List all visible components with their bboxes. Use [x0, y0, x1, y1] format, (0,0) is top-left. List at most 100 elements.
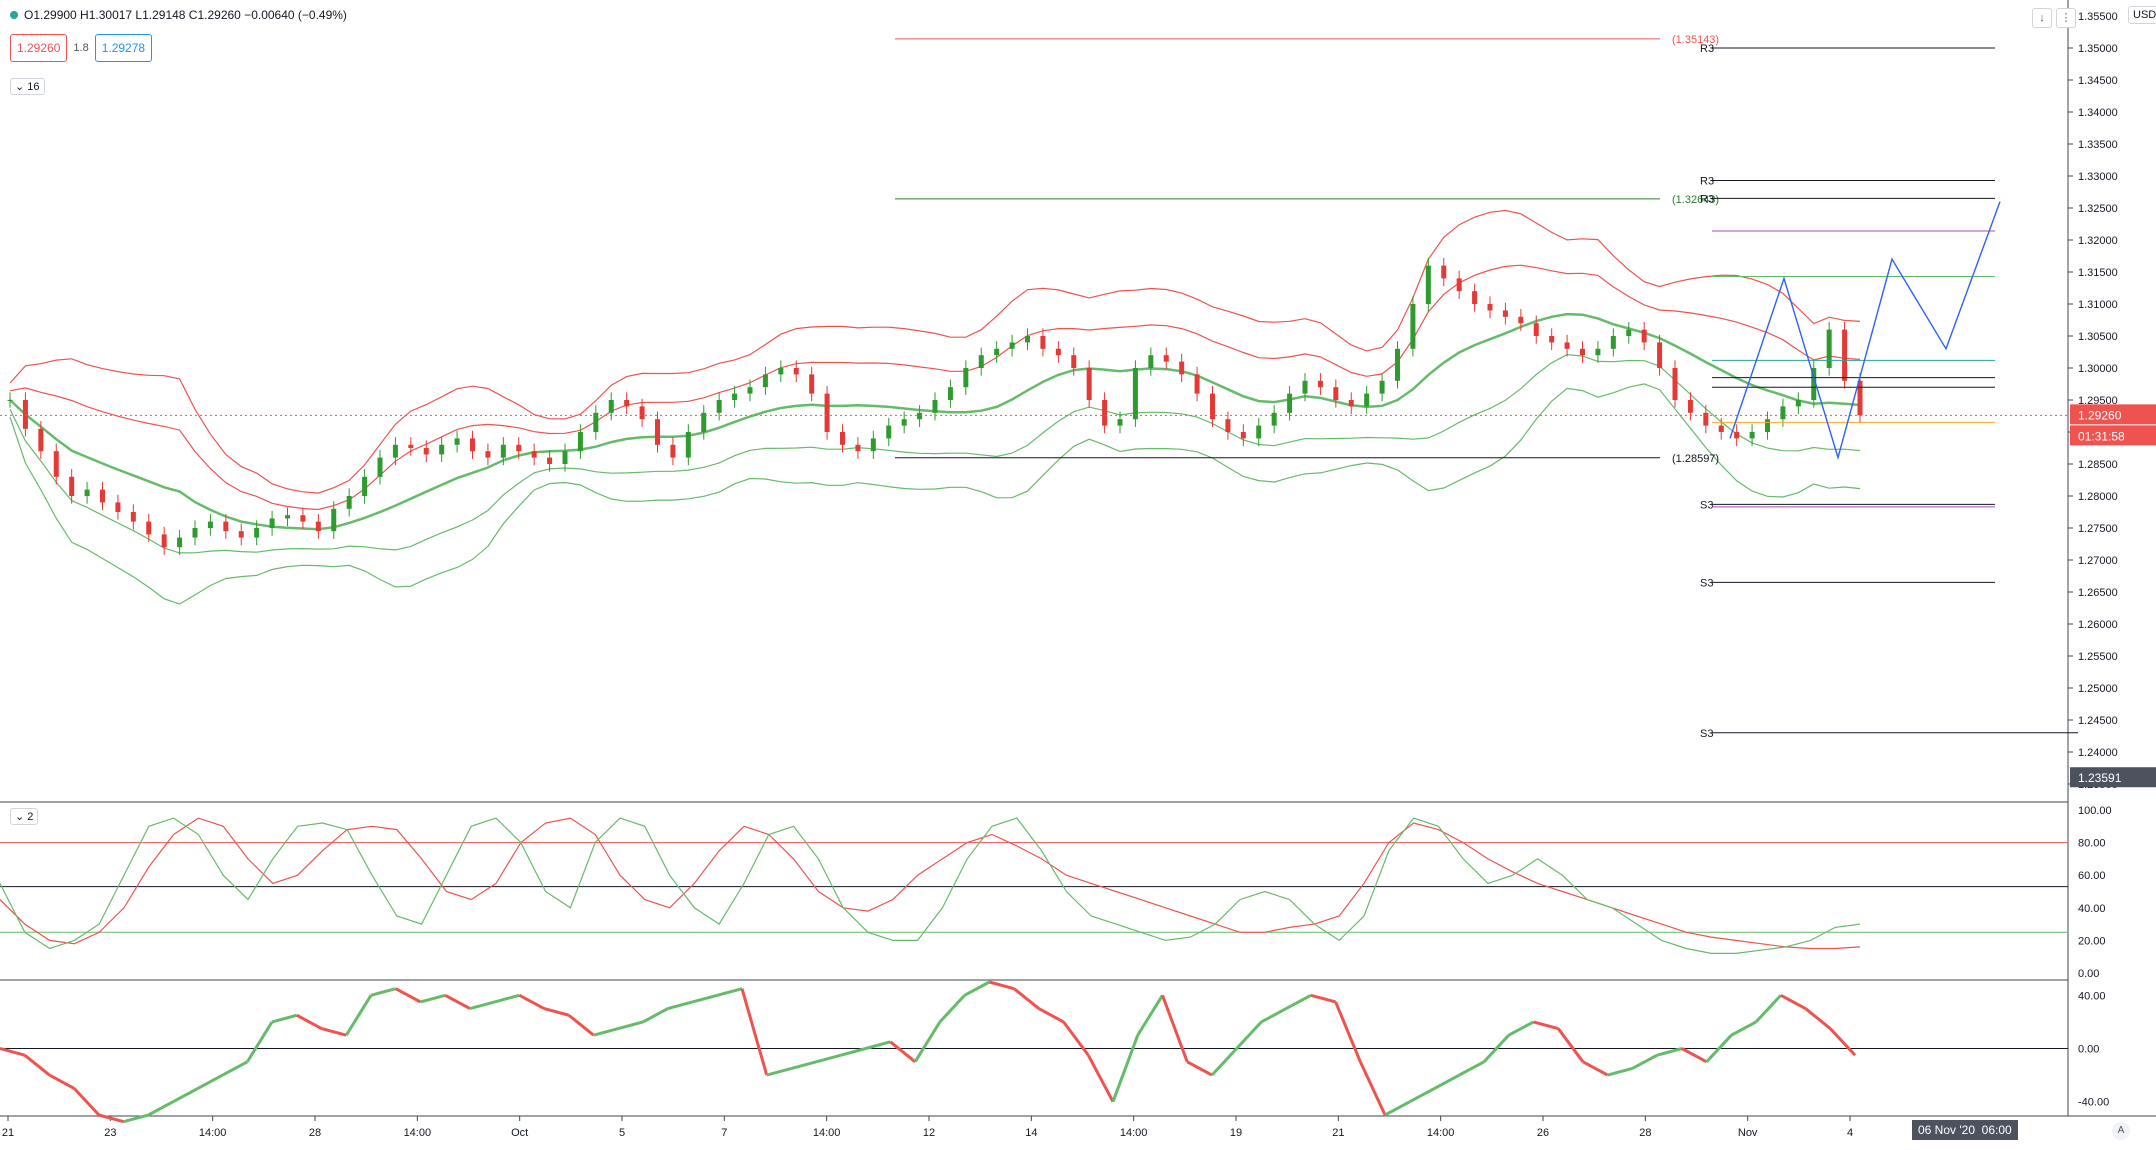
time-tick-label: 14 [1025, 1127, 1037, 1139]
mom-segment [1038, 1007, 1065, 1024]
candle-body [1518, 316, 1524, 324]
candle-body [1595, 348, 1601, 356]
osc-tick-label: 20.00 [2078, 935, 2106, 947]
time-tick-label: 14:00 [1120, 1127, 1148, 1139]
candle-body [1225, 419, 1231, 432]
countdown-text: 01:31:58 [2078, 429, 2125, 443]
candle-body [624, 400, 630, 407]
candle-body [994, 348, 1000, 356]
time-tick-label: 21 [1332, 1127, 1344, 1139]
candle-body [84, 489, 90, 496]
candle-body [824, 393, 830, 432]
mom-segment [221, 1060, 249, 1077]
mom-segment [23, 1053, 51, 1077]
osc-tick-label: 0.00 [2078, 968, 2099, 980]
candle-body [377, 457, 383, 477]
candle-body [1395, 348, 1400, 381]
mom-segment [1358, 1061, 1387, 1116]
candle-body [1025, 336, 1030, 343]
candle-body [1842, 329, 1848, 381]
candle-body [439, 444, 445, 455]
mom-segment [667, 1000, 693, 1011]
candle-body [1210, 393, 1215, 420]
mom-segment [716, 987, 743, 997]
price-tick-label: 1.24500 [2078, 715, 2118, 727]
level-label: (1.35143) [1672, 34, 1719, 46]
auto-scale-button[interactable]: A [2112, 1122, 2130, 1140]
candle-body [886, 425, 892, 439]
candle-body [470, 438, 475, 452]
candle-body [778, 368, 784, 375]
candle-body [732, 393, 738, 400]
candle-body [1857, 380, 1863, 416]
candle-body [1364, 393, 1370, 407]
candle-body [1071, 355, 1077, 368]
crosshair-date: 06 Nov '20 [1918, 1123, 1975, 1137]
candle-body [331, 508, 337, 532]
mom-segment [567, 1014, 595, 1037]
candle-body [1487, 304, 1493, 311]
mom-segment [938, 994, 966, 1023]
mom-segment [73, 1087, 101, 1117]
candle-body [1086, 368, 1092, 400]
candle-body [1102, 400, 1108, 426]
candle-body [1672, 368, 1678, 400]
candle-body [685, 432, 691, 458]
mom-segment [1705, 1034, 1733, 1063]
mom-segment [791, 1060, 817, 1070]
ohlc-legend: O1.29900 H1.30017 L1.29148 C1.29260 −0.0… [10, 8, 347, 22]
mom-segment [1334, 1001, 1362, 1063]
mom-segment [1285, 993, 1312, 1010]
candle-body [1749, 432, 1755, 439]
candle-body [1287, 393, 1293, 413]
mom-segment [1310, 993, 1336, 1004]
indicator-collapse-oscillator[interactable]: ⌄ 2 [10, 808, 39, 825]
candle-body [392, 444, 398, 458]
bb-upper-inner [9, 264, 1861, 511]
candle-body [1117, 419, 1123, 426]
candle-body [1687, 400, 1693, 413]
mom-segment [1681, 1047, 1708, 1064]
scroll-down-icon[interactable]: ↓ [2032, 8, 2052, 28]
candle-body [53, 451, 59, 477]
candle-body [1641, 329, 1647, 343]
time-tick-label: 28 [309, 1127, 321, 1139]
level-label: R3 [1700, 175, 1714, 187]
mom-segment [692, 993, 718, 1004]
candle-body [1472, 291, 1478, 304]
candle-body [254, 528, 260, 538]
more-options-icon[interactable]: ⋮ [2056, 8, 2076, 28]
time-tick-label: 14:00 [199, 1127, 227, 1139]
candle-body [207, 521, 213, 528]
mom-segment [1433, 1073, 1460, 1090]
price-tick-label: 1.26000 [2078, 619, 2118, 631]
candle-body [1179, 361, 1185, 375]
mom-segment [395, 987, 422, 1004]
mom-segment [1235, 1020, 1263, 1050]
price-tick-label: 1.31000 [2078, 299, 2118, 311]
crosshair-date-label: 06 Nov '20 06:00 [1912, 1120, 2018, 1140]
candle-body [1163, 355, 1169, 362]
indicator-collapse-main[interactable]: ⌄ 16 [10, 78, 45, 95]
mom-segment [344, 994, 373, 1036]
currency-label[interactable]: USD [2128, 6, 2156, 24]
level-label: R3 [1700, 193, 1714, 205]
candle-body [130, 512, 136, 522]
mom-segment [642, 1007, 669, 1024]
mom-segment [1631, 1053, 1658, 1070]
buy-price-box[interactable]: 1.29278 [94, 34, 153, 62]
mom-segment [1754, 994, 1782, 1023]
candle-body [593, 412, 599, 432]
mom-segment [963, 980, 991, 997]
candle-body [192, 528, 198, 538]
mom-segment [865, 1040, 891, 1050]
candle-body [932, 400, 938, 413]
candle-body [1009, 342, 1015, 349]
mom-segment [1482, 1034, 1510, 1063]
mom-segment [1409, 1087, 1436, 1104]
sell-price-box[interactable]: 1.29260 [10, 34, 68, 62]
candle-body [69, 476, 75, 496]
price-tick-label: 1.35500 [2078, 11, 2118, 23]
time-tick-label: 14:00 [404, 1127, 432, 1139]
